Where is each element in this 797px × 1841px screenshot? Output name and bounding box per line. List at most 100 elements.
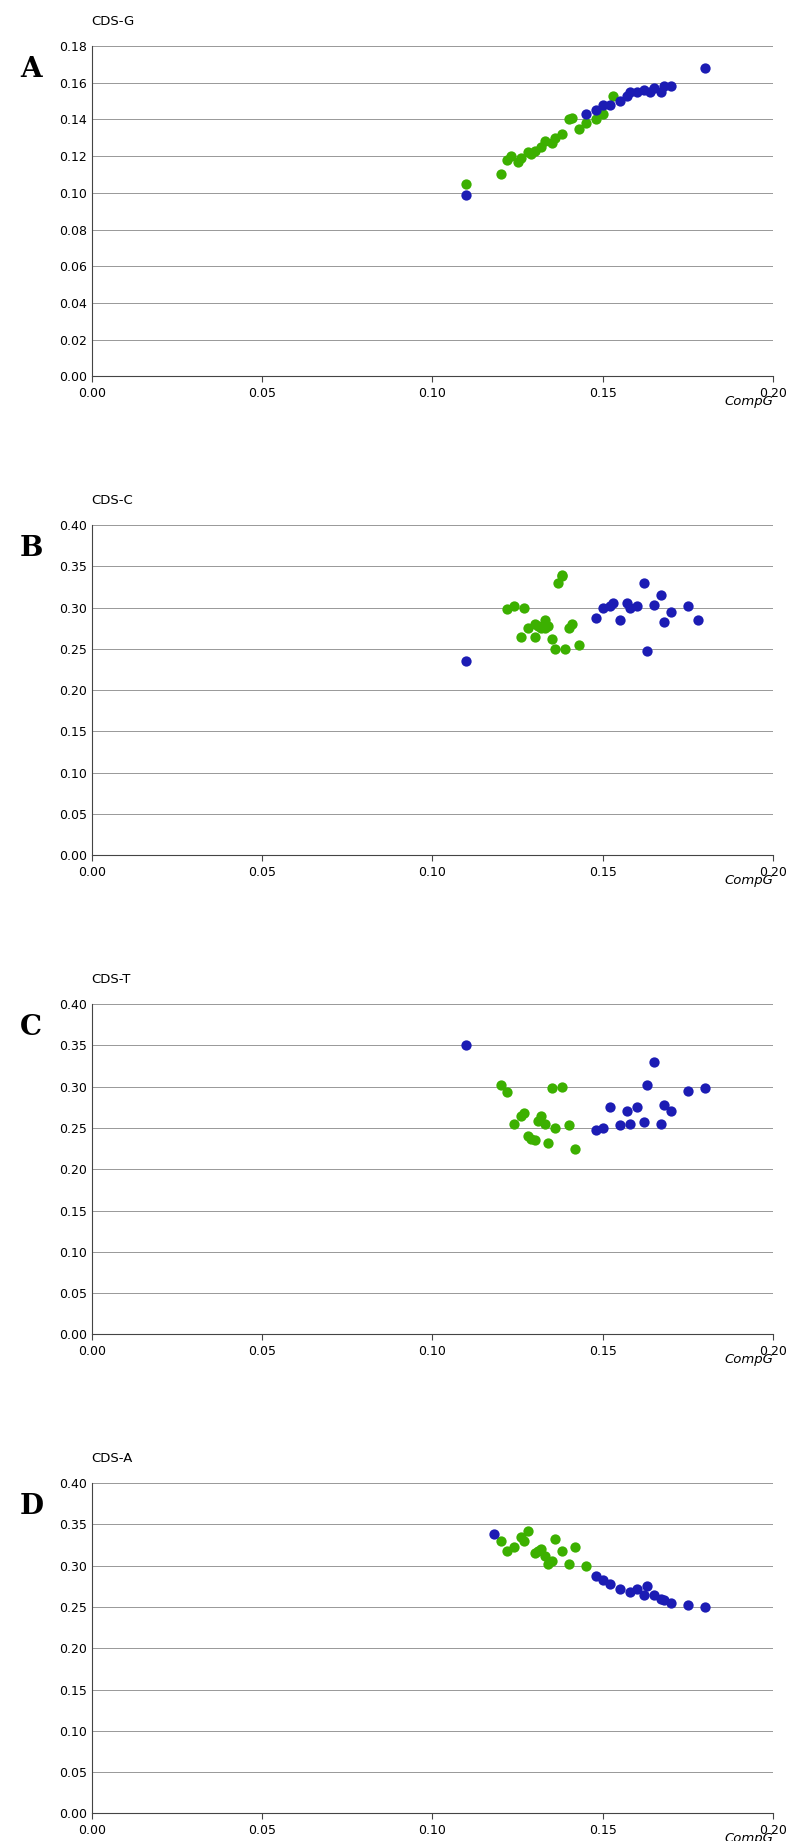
Point (532, 611, 544, 641)
Point (539, 1541, 552, 1570)
Point (545, 624, 558, 654)
Point (556, 1535, 568, 1565)
Point (494, 1526, 507, 1556)
Point (511, 147, 524, 177)
Point (524, 140, 537, 169)
Point (623, 1578, 636, 1607)
Point (532, 1106, 544, 1136)
Point (641, 635, 654, 665)
Point (515, 622, 528, 652)
Text: CompG: CompG (724, 873, 773, 887)
Point (596, 1565, 609, 1594)
Point (542, 1129, 555, 1158)
Point (542, 611, 555, 641)
Point (572, 630, 585, 659)
Point (603, 1569, 616, 1598)
Point (654, 1108, 667, 1138)
Point (572, 114, 585, 144)
Point (566, 609, 579, 639)
Point (665, 1589, 677, 1618)
Point (596, 593, 609, 622)
Point (603, 591, 616, 620)
Text: CDS-C: CDS-C (92, 493, 133, 506)
Point (460, 169, 473, 199)
Point (647, 1048, 660, 1077)
Point (535, 1534, 548, 1563)
Point (638, 569, 650, 598)
Point (623, 77, 636, 107)
Point (623, 593, 636, 622)
Point (590, 1561, 603, 1591)
Point (548, 123, 561, 153)
Point (590, 602, 603, 631)
Point (545, 129, 558, 158)
Point (596, 90, 609, 120)
Point (614, 606, 626, 635)
Point (539, 613, 552, 643)
Point (505, 142, 517, 171)
Point (563, 1550, 575, 1580)
Point (630, 77, 643, 107)
Point (641, 1070, 654, 1099)
Point (563, 613, 575, 643)
Point (658, 72, 670, 101)
Point (590, 1116, 603, 1145)
Point (539, 127, 552, 156)
Point (665, 1097, 677, 1127)
Text: CompG: CompG (724, 1832, 773, 1841)
Point (539, 606, 552, 635)
Point (518, 593, 531, 622)
Point (515, 144, 528, 173)
Point (518, 1099, 531, 1129)
Point (638, 75, 650, 105)
Text: CompG: CompG (724, 1353, 773, 1366)
Point (545, 1073, 558, 1103)
Point (548, 633, 561, 663)
Point (590, 96, 603, 125)
Point (524, 1123, 537, 1152)
Point (542, 1550, 555, 1580)
Point (563, 105, 575, 134)
Point (494, 160, 507, 190)
Point (614, 87, 626, 116)
Point (647, 591, 660, 620)
Point (658, 1585, 670, 1615)
Text: CDS-T: CDS-T (92, 972, 131, 987)
Point (630, 1092, 643, 1121)
Point (535, 1101, 548, 1130)
Point (603, 1092, 616, 1121)
Point (501, 595, 514, 624)
Point (579, 1550, 592, 1580)
Point (654, 77, 667, 107)
Point (654, 1583, 667, 1613)
Point (698, 53, 711, 83)
Point (545, 1546, 558, 1576)
Point (508, 1534, 520, 1563)
Point (501, 1077, 514, 1106)
Point (596, 99, 609, 129)
Point (596, 1114, 609, 1143)
Point (548, 1114, 561, 1143)
Point (556, 120, 568, 149)
Point (579, 99, 592, 129)
Point (665, 72, 677, 101)
Point (569, 1134, 582, 1164)
Point (569, 1534, 582, 1563)
Point (501, 145, 514, 175)
Point (460, 646, 473, 676)
Point (647, 74, 660, 103)
Text: D: D (20, 1493, 44, 1521)
Point (630, 1574, 643, 1604)
Point (528, 622, 541, 652)
Point (644, 77, 657, 107)
Point (487, 1519, 500, 1548)
Point (528, 609, 541, 639)
Point (528, 1125, 541, 1154)
Point (460, 180, 473, 210)
Point (638, 1580, 650, 1609)
Point (647, 1580, 660, 1609)
Point (521, 613, 534, 643)
Point (698, 1073, 711, 1103)
Point (556, 560, 568, 589)
Text: CDS-G: CDS-G (92, 15, 135, 28)
